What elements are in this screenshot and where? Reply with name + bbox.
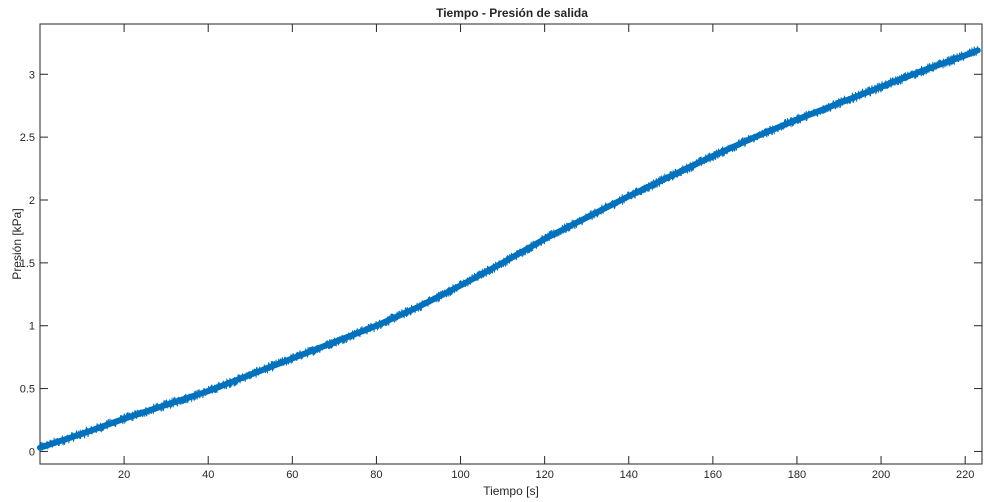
x-tick-label: 100 [451,469,469,481]
x-tick-label: 200 [872,469,890,481]
x-tick-label: 140 [620,469,638,481]
chart-title: Tiempo - Presión de salida [436,6,588,20]
x-tick-label: 120 [535,469,553,481]
data-layer [37,46,981,451]
y-tick-label: 3 [29,69,35,81]
y-tick-label: 2 [29,195,35,207]
x-tick-label: 20 [118,469,130,481]
x-tick-label: 40 [202,469,214,481]
x-tick-label: 160 [704,469,722,481]
plot-area [39,23,983,465]
y-tick-label: 2.5 [20,132,35,144]
y-axis-ticks: 0 0.5 1 1.5 2 2.5 3 [20,69,982,458]
x-axis-label: Tiempo [s] [483,484,539,498]
y-tick-label: 1 [29,321,35,333]
x-axis-ticks: 20 40 60 80 100 120 140 160 180 200 220 [118,24,974,481]
y-tick-label: 0.5 [20,384,35,396]
y-tick-label: 1.5 [20,258,35,270]
x-tick-label: 220 [956,469,974,481]
x-tick-label: 60 [286,469,298,481]
series-line-core [37,47,981,451]
x-tick-label: 180 [788,469,806,481]
x-tick-label: 80 [370,469,382,481]
y-tick-label: 0 [29,446,35,458]
y-axis-label: Presión [kPa] [10,208,24,279]
